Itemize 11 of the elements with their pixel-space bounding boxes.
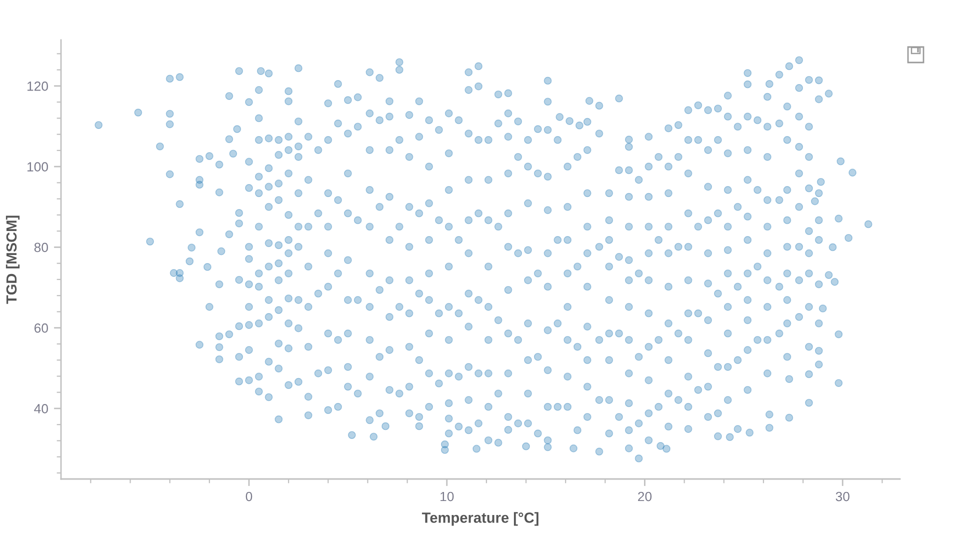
- x-tick-label: 20: [638, 492, 652, 502]
- x-tick-label: 10: [440, 492, 454, 502]
- y-tick-label: 40: [34, 404, 48, 414]
- y-tick-label: 120: [27, 82, 48, 91]
- x-axis-title: Temperature [°C]: [422, 512, 538, 526]
- x-tick-label: 0: [246, 492, 252, 502]
- y-tick-label: 80: [34, 242, 48, 252]
- x-tick-label: 30: [836, 492, 850, 502]
- y-tick-label: 60: [34, 323, 48, 333]
- y-axis-title: TGD [MSCM]: [6, 216, 20, 304]
- y-tick-label: 100: [27, 162, 48, 172]
